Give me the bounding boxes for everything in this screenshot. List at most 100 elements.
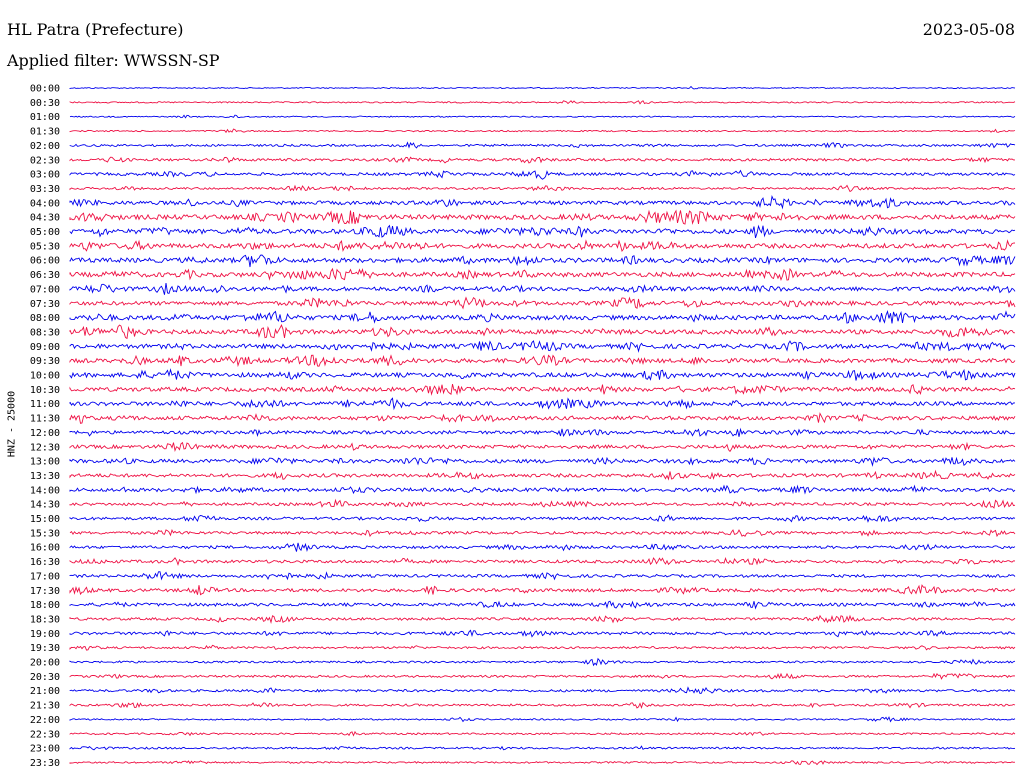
trace-line xyxy=(69,498,1016,509)
time-label: 03:30 xyxy=(30,184,60,195)
time-label: 18:00 xyxy=(30,600,60,611)
trace-line xyxy=(69,427,1016,438)
trace-line xyxy=(69,686,1016,695)
time-label: 20:00 xyxy=(30,658,60,669)
time-label: 15:00 xyxy=(30,514,60,525)
trace-line xyxy=(69,239,1016,252)
trace-line xyxy=(69,672,1016,680)
time-label: 04:00 xyxy=(30,198,60,209)
filter-label: Applied filter: WWSSN-SP xyxy=(7,51,220,70)
time-label: 05:00 xyxy=(30,227,60,238)
time-label: 10:30 xyxy=(30,385,60,396)
time-label: 06:30 xyxy=(30,270,60,281)
trace-line xyxy=(69,629,1016,638)
time-label: 12:30 xyxy=(30,442,60,453)
trace-line xyxy=(69,441,1016,453)
time-label: 09:30 xyxy=(30,356,60,367)
time-label: 23:30 xyxy=(30,758,60,769)
time-label: 08:00 xyxy=(30,313,60,324)
trace-line xyxy=(69,224,1016,239)
trace-line xyxy=(69,614,1016,624)
time-label: 03:00 xyxy=(30,170,60,181)
time-label: 09:00 xyxy=(30,342,60,353)
trace-line xyxy=(69,557,1016,567)
trace-line xyxy=(69,397,1015,411)
time-label: 06:00 xyxy=(30,256,60,267)
time-label: 02:00 xyxy=(30,141,60,152)
trace-line xyxy=(69,644,1016,651)
time-label: 00:00 xyxy=(30,84,60,95)
trace-line xyxy=(69,141,1016,149)
time-label: 16:30 xyxy=(30,557,60,568)
trace-line xyxy=(69,114,1016,119)
trace-line xyxy=(69,254,1016,268)
trace-line xyxy=(69,542,1016,552)
time-label: 08:30 xyxy=(30,327,60,338)
trace-line xyxy=(69,584,1016,596)
date-label: 2023-05-08 xyxy=(922,20,1015,39)
trace-line xyxy=(69,283,1016,295)
time-label: 22:00 xyxy=(30,715,60,726)
trace-line xyxy=(69,296,1016,310)
time-label: 19:00 xyxy=(30,629,60,640)
time-label: 12:00 xyxy=(30,428,60,439)
time-label: 01:00 xyxy=(30,112,60,123)
trace-line xyxy=(69,354,1016,368)
trace-line xyxy=(69,730,1016,737)
time-label: 01:30 xyxy=(30,127,60,138)
trace-line xyxy=(69,600,1016,610)
trace-line xyxy=(69,128,1016,134)
time-label: 05:30 xyxy=(30,241,60,252)
time-label: 21:30 xyxy=(30,701,60,712)
trace-line xyxy=(69,267,1016,282)
trace-line xyxy=(69,184,1016,193)
time-label: 04:30 xyxy=(30,213,60,224)
time-label: 07:00 xyxy=(30,284,60,295)
time-label: 23:00 xyxy=(30,744,60,755)
trace-line xyxy=(69,571,1016,581)
time-label: 22:30 xyxy=(30,729,60,740)
time-label: 18:30 xyxy=(30,614,60,625)
time-label: 14:00 xyxy=(30,485,60,496)
trace-line xyxy=(69,412,1016,424)
trace-line xyxy=(69,484,1016,495)
trace-line xyxy=(69,340,1016,353)
trace-line xyxy=(69,85,1016,90)
time-label: 20:30 xyxy=(30,672,60,683)
time-label: 14:30 xyxy=(30,500,60,511)
time-label: 17:00 xyxy=(30,571,60,582)
trace-line xyxy=(69,323,1016,340)
trace-line xyxy=(69,156,1015,164)
time-label: 10:00 xyxy=(30,371,60,382)
trace-line xyxy=(69,383,1016,396)
trace-line xyxy=(69,745,1016,751)
time-label: 07:30 xyxy=(30,299,60,310)
time-label: 02:30 xyxy=(30,155,60,166)
time-label: 17:30 xyxy=(30,586,60,597)
trace-line xyxy=(69,514,1016,523)
trace-line xyxy=(69,469,1016,481)
time-label: 11:00 xyxy=(30,399,60,410)
time-label: 13:30 xyxy=(30,471,60,482)
trace-line xyxy=(69,195,1016,210)
time-label: 11:30 xyxy=(30,414,60,425)
trace-line xyxy=(69,309,1016,324)
trace-line xyxy=(69,100,1016,105)
trace-line xyxy=(69,368,1016,381)
trace-line xyxy=(69,657,1016,667)
time-label: 15:30 xyxy=(30,528,60,539)
time-label: 13:00 xyxy=(30,457,60,468)
station-title: HL Patra (Prefecture) xyxy=(7,20,184,39)
trace-line xyxy=(69,528,1016,538)
time-label: 00:30 xyxy=(30,98,60,109)
time-label: 21:00 xyxy=(30,686,60,697)
trace-line xyxy=(69,716,1016,723)
trace-line xyxy=(69,701,1016,709)
trace-line xyxy=(69,456,1016,467)
trace-line xyxy=(69,209,1016,225)
trace-line xyxy=(69,169,1016,180)
trace-line xyxy=(69,760,1016,766)
time-label: 19:30 xyxy=(30,643,60,654)
time-label: 16:00 xyxy=(30,543,60,554)
